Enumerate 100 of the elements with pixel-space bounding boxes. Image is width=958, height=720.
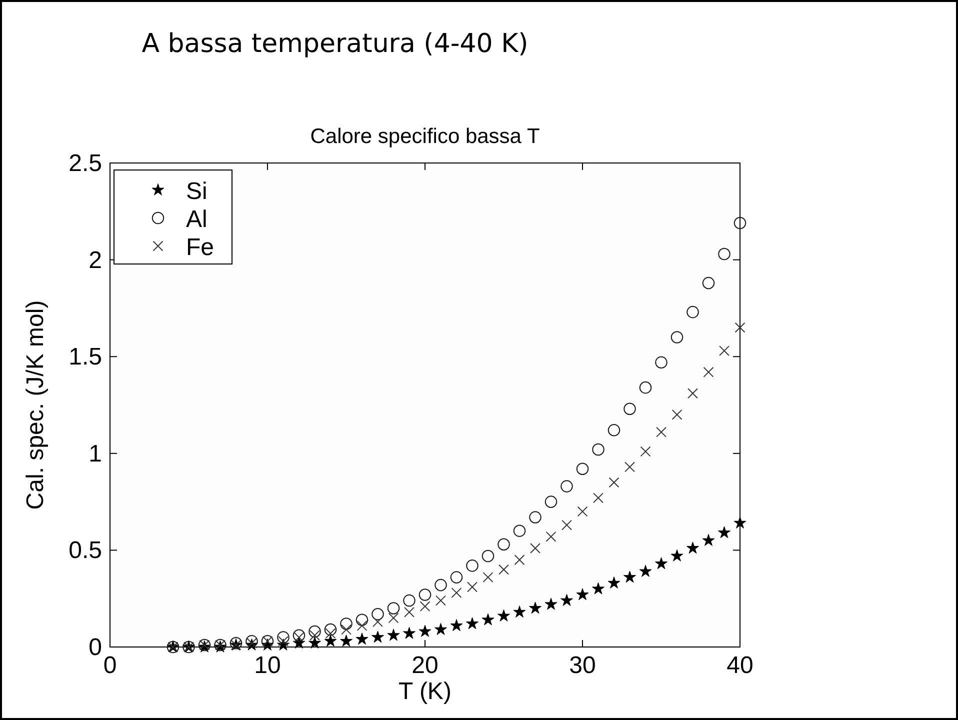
point — [702, 534, 715, 546]
point — [592, 443, 604, 456]
point — [402, 626, 416, 639]
point — [451, 588, 462, 598]
point — [592, 582, 605, 594]
point — [482, 550, 494, 562]
point — [670, 331, 684, 344]
point — [436, 595, 446, 606]
point — [467, 582, 478, 592]
y-axis-title: Cal. spec. (J/K mol) — [22, 300, 49, 510]
point — [356, 632, 368, 645]
point — [356, 620, 368, 631]
point — [434, 578, 447, 592]
y-tick-label: 1.5 — [68, 344, 102, 371]
point — [593, 492, 604, 504]
point — [246, 635, 258, 648]
legend-label: Si — [186, 178, 208, 205]
point — [528, 602, 542, 614]
legend-label: Al — [186, 206, 208, 233]
point — [718, 248, 730, 260]
point — [466, 560, 478, 572]
point — [703, 366, 714, 378]
chart-subtitle: Calore specifico bassa T — [310, 125, 540, 148]
point — [450, 619, 463, 632]
point — [310, 630, 320, 641]
point — [656, 426, 666, 438]
point — [544, 496, 558, 508]
point — [418, 588, 432, 601]
point — [608, 424, 620, 436]
point — [608, 477, 620, 488]
point — [719, 346, 730, 356]
point — [577, 506, 588, 517]
point — [624, 402, 636, 416]
point — [387, 602, 400, 614]
point — [529, 511, 542, 524]
point — [341, 624, 352, 635]
point — [340, 618, 352, 630]
point — [324, 634, 337, 647]
y-tick-label: 1 — [88, 440, 102, 468]
point — [482, 572, 494, 583]
point — [278, 636, 288, 646]
x-axis-title: T (K) — [398, 678, 452, 705]
x-tick-label: 40 — [726, 652, 754, 679]
point — [356, 614, 368, 626]
y-tick-label: 0 — [88, 634, 102, 661]
point — [388, 612, 399, 624]
point — [325, 628, 336, 639]
point — [546, 531, 556, 542]
point — [624, 462, 635, 472]
point — [530, 543, 540, 554]
point — [324, 623, 337, 636]
point — [639, 381, 652, 394]
point — [403, 594, 416, 607]
point — [498, 538, 510, 551]
point — [292, 629, 306, 642]
x-tick-label: 30 — [569, 652, 596, 679]
point — [623, 570, 636, 583]
y-tick-label: 2 — [88, 246, 102, 274]
point — [371, 630, 384, 643]
point — [639, 564, 652, 577]
point — [294, 632, 304, 643]
point — [560, 480, 573, 492]
point — [420, 601, 430, 612]
point — [576, 588, 589, 600]
point — [734, 322, 746, 333]
x-tick-label: 20 — [412, 652, 438, 679]
point — [513, 606, 526, 618]
point — [372, 608, 384, 620]
point — [672, 409, 682, 420]
point — [688, 388, 698, 399]
point — [562, 520, 572, 530]
point — [702, 276, 715, 290]
point — [498, 564, 509, 575]
point — [670, 549, 684, 562]
point — [340, 634, 353, 647]
point — [497, 609, 510, 622]
point — [544, 598, 558, 610]
chart-title: A bassa temperatura (4-40 K) — [142, 29, 528, 59]
point — [513, 524, 526, 537]
point — [608, 576, 620, 588]
point — [654, 557, 668, 570]
point — [418, 624, 432, 637]
point — [560, 594, 574, 606]
y-tick-label: 0.5 — [68, 537, 102, 564]
point — [404, 606, 414, 618]
point — [514, 554, 525, 566]
point — [734, 216, 746, 230]
legend-label: Fe — [186, 234, 214, 261]
point — [640, 446, 651, 457]
y-tick-label: 2.5 — [68, 150, 102, 177]
point — [308, 625, 321, 638]
point — [482, 613, 494, 626]
point — [466, 617, 479, 630]
point — [655, 356, 668, 369]
point — [372, 616, 383, 628]
point — [277, 631, 290, 644]
point — [576, 462, 589, 476]
point — [387, 628, 400, 641]
point — [686, 306, 699, 318]
point — [734, 516, 746, 528]
